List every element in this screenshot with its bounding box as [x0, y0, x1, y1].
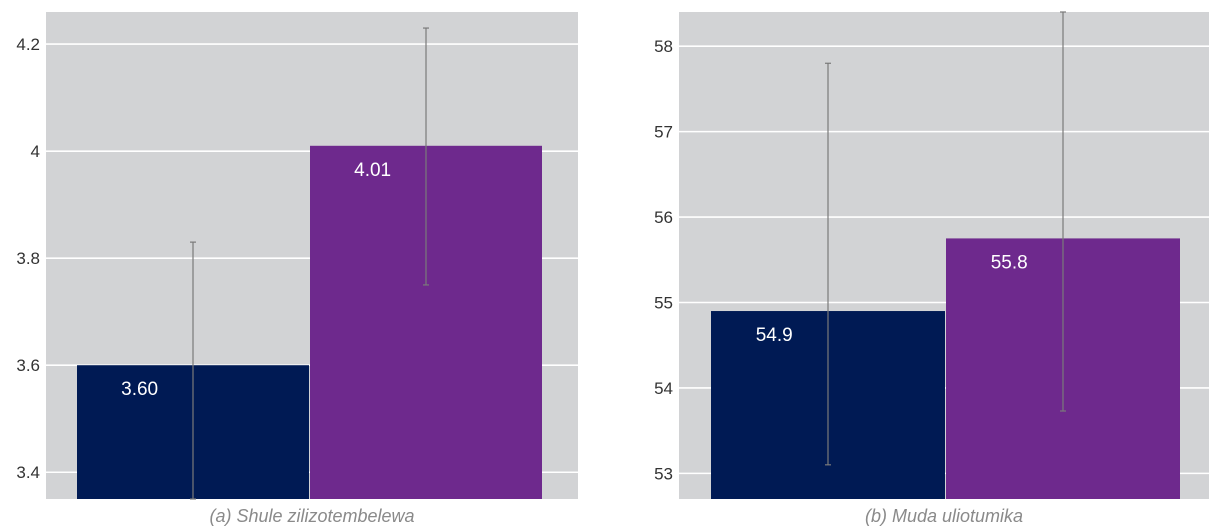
subfigure-caption: (b) Muda uliotumika	[865, 506, 1023, 526]
data-label: 3.60	[121, 379, 158, 400]
chart-panel-2: 53 54 55 56 57 58 54.9 55.8 (b) Muda uliotumika	[654, 11, 1209, 526]
y-tick-label: 3.4	[16, 463, 40, 482]
y-tick-label: 3.6	[16, 356, 40, 375]
data-label: 55.8	[991, 252, 1028, 273]
data-label: 4.01	[354, 160, 391, 181]
y-tick-label: 56	[654, 208, 673, 227]
y-tick-label: 54	[654, 379, 673, 398]
y-tick-label: 4	[31, 142, 40, 161]
y-tick-label: 57	[654, 123, 673, 142]
y-tick-label: 58	[654, 37, 673, 56]
y-tick-label: 3.8	[16, 249, 40, 268]
y-tick-label: 4.2	[16, 35, 40, 54]
y-tick-label: 53	[654, 464, 673, 483]
y-tick-label: 55	[654, 293, 673, 312]
chart-panel-1: 3.4 3.6 3.8 4 4.2 3.60 4.01 (a) Shule zilizotem…	[16, 12, 578, 526]
data-label: 54.9	[756, 325, 793, 346]
subfigure-caption: (a) Shule zilizotembelewa	[209, 506, 414, 526]
